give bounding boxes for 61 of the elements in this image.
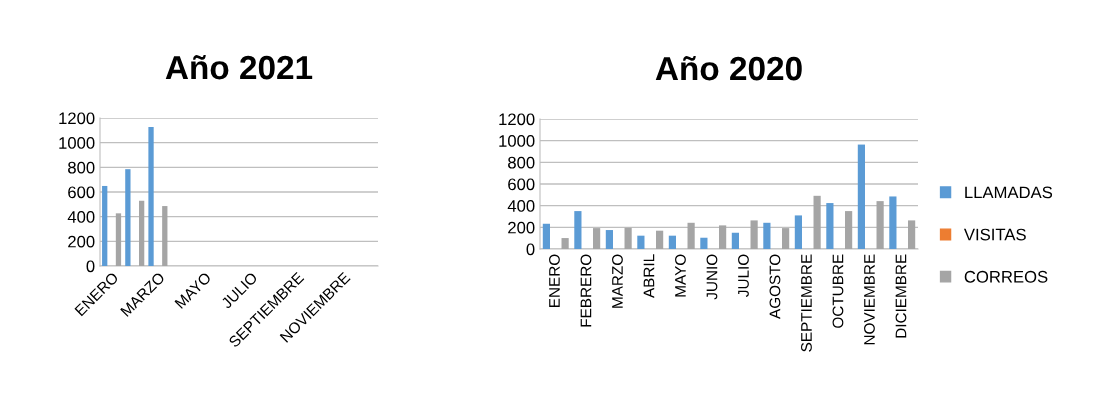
bar: [148, 127, 154, 266]
bar: [719, 225, 727, 249]
y-tick-label: 200: [68, 235, 95, 248]
y-tick-label: 600: [68, 186, 95, 199]
x-tick-label: MARZO: [612, 254, 623, 308]
y-tick-label: 200: [508, 221, 535, 234]
bar: [668, 235, 676, 249]
bar: [102, 185, 108, 266]
legend-label: CORREOS: [964, 270, 1048, 283]
x-tick-label: OCTUBRE: [832, 254, 844, 328]
legend-label: VISITAS: [963, 228, 1026, 241]
bar: [845, 211, 853, 249]
bar: [542, 223, 550, 249]
x-tick-label: ABRIL: [643, 254, 655, 298]
y-tick-label: 800: [508, 156, 535, 169]
x-tick-label: JUNIO: [706, 254, 718, 300]
bar: [782, 228, 790, 249]
bar: [876, 201, 884, 249]
bar: [700, 237, 708, 249]
x-tick-label: NOVIEMBRE: [864, 254, 875, 345]
bar: [656, 230, 664, 249]
y-tick-label: 600: [508, 178, 535, 191]
x-tick-label: MAYO: [675, 254, 686, 297]
chart-title: Año 2021: [165, 55, 313, 80]
y-tick-label: 400: [507, 200, 535, 212]
bar: [794, 215, 802, 249]
bar: [763, 222, 771, 249]
bar: [115, 213, 122, 266]
legend-label: LLAMADAS: [965, 186, 1053, 199]
bar: [561, 238, 569, 249]
y-tick-label: 400: [67, 211, 95, 223]
x-tick-label: AGOSTO: [769, 254, 781, 319]
x-tick-label: SEPTIEMBRE: [801, 254, 812, 352]
y-tick-label: 800: [68, 161, 95, 174]
y-tick-label: 0: [86, 260, 95, 273]
bar: [750, 220, 758, 249]
x-tick-label: ENERO: [549, 254, 560, 307]
bar: [125, 169, 131, 266]
y-tick-label: 0: [526, 243, 535, 256]
bar: [574, 211, 582, 249]
y-tick-label: 1200: [499, 113, 535, 126]
bar: [624, 227, 632, 249]
bar: [826, 203, 834, 249]
x-tick-label: FEBRERO: [580, 254, 592, 327]
bar: [813, 195, 821, 249]
x-tick-label: DICIEMBRE: [895, 254, 907, 338]
bar: [593, 228, 601, 249]
bar: [605, 230, 613, 249]
x-tick-label: JULIO: [738, 254, 749, 297]
bar: [162, 206, 168, 266]
bar: [889, 196, 897, 249]
bar: [731, 232, 739, 249]
bar: [857, 144, 865, 249]
y-tick-label: 1200: [59, 112, 95, 125]
y-tick-label: 1000: [499, 135, 535, 147]
chart-title: Año 2020: [655, 56, 802, 81]
y-tick-label: 1000: [59, 137, 95, 149]
bar: [687, 222, 695, 249]
bar: [637, 235, 645, 249]
bar: [908, 220, 916, 249]
bar: [138, 200, 145, 266]
